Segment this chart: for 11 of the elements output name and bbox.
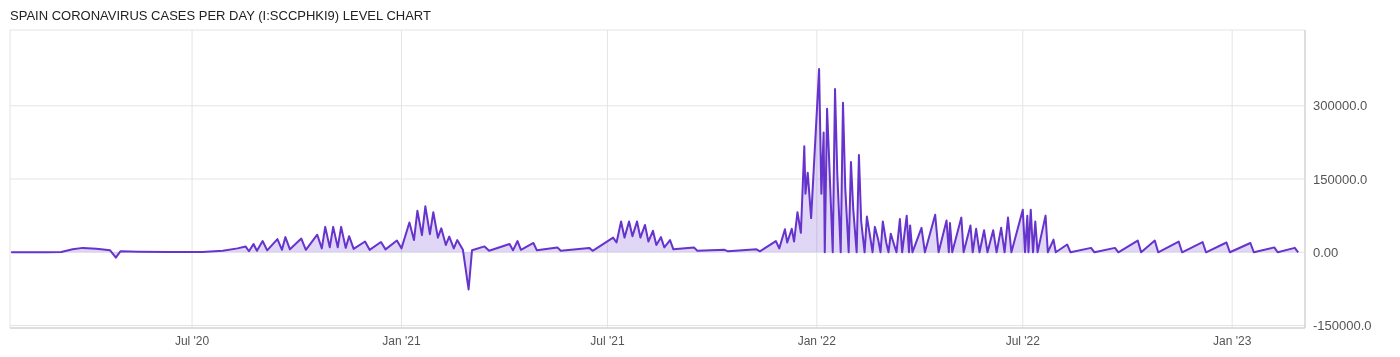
y-tick-label: -150000.0 bbox=[1313, 318, 1372, 334]
x-tick-label: Jan '21 bbox=[382, 333, 421, 348]
y-tick-label: 300000.0 bbox=[1313, 98, 1368, 114]
y-tick-label: 150000.0 bbox=[1313, 171, 1368, 187]
y-tick-label: 0.00 bbox=[1313, 244, 1339, 260]
x-tick-label: Jul '20 bbox=[174, 333, 210, 348]
chart-title: SPAIN CORONAVIRUS CASES PER DAY (I:SCCPHKI9) LEVEL CHART bbox=[10, 8, 431, 23]
x-tick-label: Jul '21 bbox=[590, 333, 625, 348]
x-tick-label: Jul '22 bbox=[1005, 333, 1041, 348]
x-tick-label: Jan '23 bbox=[1213, 333, 1252, 348]
x-tick-label: Jan '22 bbox=[797, 333, 837, 348]
